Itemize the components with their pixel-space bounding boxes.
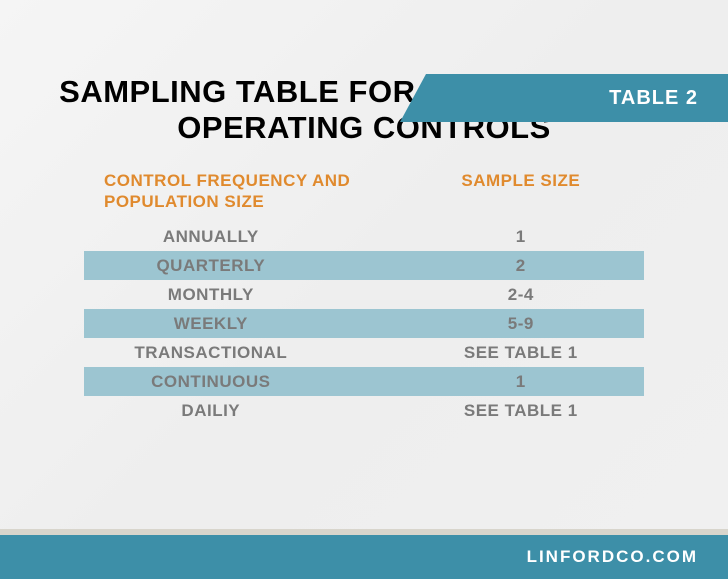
- header-stripe: TABLE 2: [400, 74, 728, 122]
- table-row: MONTHLY2-4: [84, 280, 644, 309]
- cell-sample: 2: [398, 256, 644, 276]
- column-header-frequency: CONTROL FREQUENCY AND POPULATION SIZE: [84, 171, 398, 212]
- table-row: CONTINUOUS1: [84, 367, 644, 396]
- table-row: ANNUALLY1: [84, 222, 644, 251]
- cell-sample: 1: [398, 227, 644, 247]
- cell-sample: SEE TABLE 1: [398, 343, 644, 363]
- table-row: QUARTERLY2: [84, 251, 644, 280]
- cell-sample: 5-9: [398, 314, 644, 334]
- footer-stripe: LINFORDCO.COM: [0, 535, 728, 579]
- table-row: TRANSACTIONALSEE TABLE 1: [84, 338, 644, 367]
- cell-frequency: WEEKLY: [84, 314, 398, 334]
- cell-frequency: MONTHLY: [84, 285, 398, 305]
- cell-frequency: TRANSACTIONAL: [84, 343, 398, 363]
- sampling-table: CONTROL FREQUENCY AND POPULATION SIZE SA…: [84, 171, 644, 425]
- footer-url: LINFORDCO.COM: [527, 547, 698, 567]
- cell-frequency: ANNUALLY: [84, 227, 398, 247]
- cell-sample: 2-4: [398, 285, 644, 305]
- table-header-row: CONTROL FREQUENCY AND POPULATION SIZE SA…: [84, 171, 644, 212]
- cell-frequency: DAILIY: [84, 401, 398, 421]
- cell-sample: SEE TABLE 1: [398, 401, 644, 421]
- table-row: DAILIYSEE TABLE 1: [84, 396, 644, 425]
- table-row: WEEKLY5-9: [84, 309, 644, 338]
- table-body: ANNUALLY1QUARTERLY2MONTHLY2-4WEEKLY5-9TR…: [84, 222, 644, 425]
- cell-frequency: QUARTERLY: [84, 256, 398, 276]
- column-header-sample: SAMPLE SIZE: [398, 171, 644, 212]
- cell-sample: 1: [398, 372, 644, 392]
- cell-frequency: CONTINUOUS: [84, 372, 398, 392]
- table-number-label: TABLE 2: [609, 87, 698, 110]
